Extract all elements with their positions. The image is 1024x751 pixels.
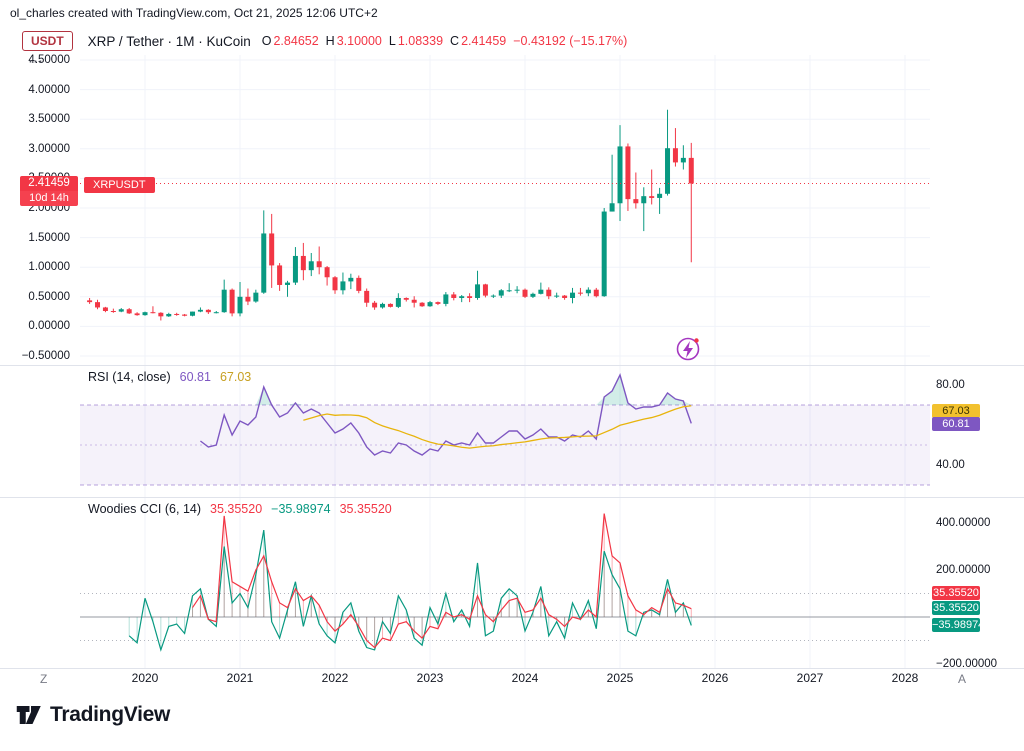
time-axis-year: 2027 [796, 671, 824, 685]
change-value: −0.43192 (−15.17%) [513, 34, 628, 48]
cci-value-1: 35.35520 [210, 502, 263, 516]
time-axis-year: 2022 [321, 671, 349, 685]
price-axis-label: 3.00000 [28, 142, 70, 155]
time-axis-year: 2021 [226, 671, 254, 685]
cci-axis-label: 400.00000 [936, 517, 991, 529]
price-axis-label: 3.50000 [28, 113, 70, 126]
rsi-axis-label: 40.00 [936, 459, 965, 471]
symbol-tag-label: XRPUSDT [84, 177, 155, 193]
time-axis-year: 2020 [131, 671, 159, 685]
rsi-title: RSI (14, close) [88, 370, 171, 384]
attribution-text: ol_charles created with TradingView.com,… [10, 6, 378, 20]
open-label: O [261, 34, 272, 48]
cci-legend: Woodies CCI (6, 14) 35.35520 −35.98974 3… [88, 502, 392, 516]
price-axis-label: 4.00000 [28, 83, 70, 96]
close-label: C [450, 34, 460, 48]
rsi-ma-badge: 67.03 [932, 404, 980, 418]
time-axis-year: 2025 [606, 671, 634, 685]
open-value: 2.84652 [273, 34, 319, 48]
price-axis-label: 1.00000 [28, 261, 70, 274]
cci-slow-badge: 35.35520 [932, 586, 980, 600]
time-axis-year: 2023 [416, 671, 444, 685]
tradingview-logo-text: TradingView [50, 703, 171, 726]
price-axis-label: 0.00000 [28, 320, 70, 333]
time-axis-year: 2024 [511, 671, 539, 685]
low-label: L [388, 34, 396, 48]
cci-fast-badge: −35.98974 [932, 618, 985, 632]
time-axis-year: 2028 [891, 671, 919, 685]
timezone-z-label: Z [40, 672, 48, 686]
lightning-event-icon[interactable] [676, 337, 700, 361]
price-axis-label: 4.50000 [28, 54, 70, 66]
high-label: H [325, 34, 335, 48]
tradingview-logo-icon [16, 706, 41, 724]
cci-title: Woodies CCI (6, 14) [88, 502, 202, 516]
rsi-axis-label: 80.00 [936, 379, 965, 391]
axis-a-label: A [958, 672, 967, 686]
price-axis-label: 0.50000 [28, 290, 70, 303]
rsi-value-badge: 60.81 [932, 417, 980, 431]
time-axis-year: 2026 [701, 671, 729, 685]
cci-value-2: −35.98974 [271, 502, 331, 516]
rsi-legend: RSI (14, close) 60.81 67.03 [88, 370, 251, 384]
bar-countdown-label: 10d 14h [20, 191, 78, 206]
low-value: 1.08339 [397, 34, 444, 48]
current-price-label: 2.41459 [20, 176, 78, 191]
symbol-title: XRP / Tether · 1M · KuCoin [87, 33, 251, 49]
cci-value-3: 35.35520 [339, 502, 392, 516]
cci-axis-label: −200.00000 [936, 658, 998, 670]
currency-usdt-button[interactable]: USDT [22, 31, 73, 51]
cci-histogram-badge: 35.35520 [932, 601, 980, 615]
rsi-ma-value: 67.03 [219, 370, 252, 384]
cci-axis-label: 200.00000 [936, 564, 991, 576]
price-axis-label: 1.50000 [28, 231, 70, 244]
tradingview-logo[interactable]: TradingView [16, 702, 170, 728]
more-options-button[interactable]: ⋯ [28, 53, 44, 70]
rsi-value: 60.81 [179, 370, 211, 384]
price-axis-label: −0.50000 [21, 350, 70, 362]
high-value: 3.10000 [336, 34, 382, 48]
close-value: 2.41459 [461, 34, 507, 48]
main-legend: USDT XRP / Tether · 1M · KuCoin O 2.84652… [22, 31, 627, 51]
